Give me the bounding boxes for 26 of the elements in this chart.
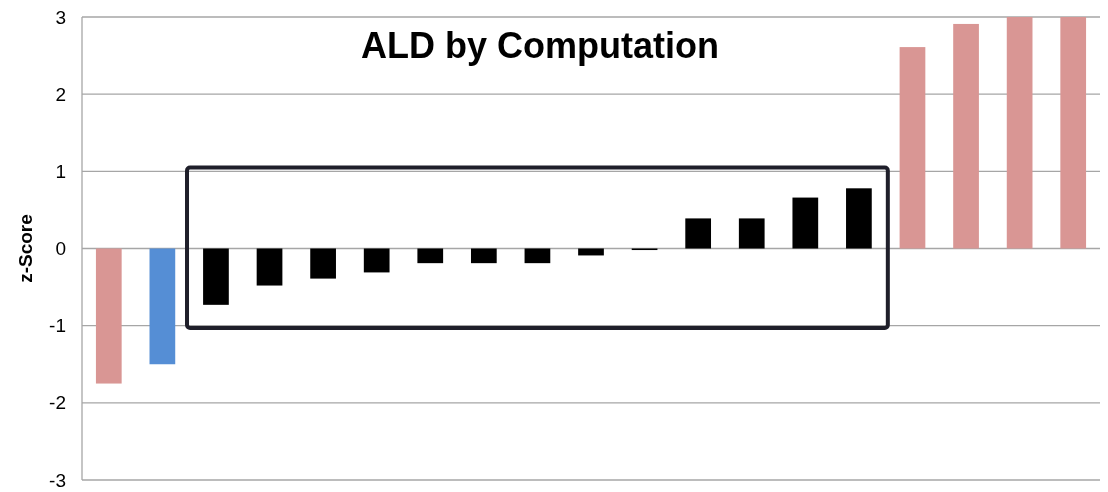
bar bbox=[363, 248, 390, 273]
y-tick-label: 1 bbox=[55, 160, 66, 182]
bar bbox=[256, 248, 283, 286]
y-tick-label: 2 bbox=[55, 83, 66, 105]
y-tick-label: 0 bbox=[55, 238, 66, 260]
bar bbox=[470, 248, 497, 264]
y-tick-label: -1 bbox=[49, 315, 66, 337]
y-tick-label: 3 bbox=[55, 6, 66, 28]
bar bbox=[417, 248, 444, 264]
bar bbox=[1006, 17, 1033, 249]
bar bbox=[846, 188, 872, 249]
bar bbox=[310, 248, 336, 279]
bar bbox=[738, 218, 765, 249]
y-axis-title: z-Score bbox=[15, 214, 36, 283]
bar bbox=[1060, 17, 1087, 249]
y-tick-label: -2 bbox=[49, 392, 66, 414]
y-tick-label: -3 bbox=[49, 469, 66, 491]
bar bbox=[899, 47, 926, 249]
bar bbox=[685, 218, 712, 249]
chart-title: ALD by Computation bbox=[361, 25, 719, 66]
bar bbox=[203, 248, 229, 305]
bar bbox=[953, 23, 979, 249]
bar bbox=[149, 248, 176, 365]
bar bbox=[95, 248, 122, 384]
bar bbox=[524, 248, 551, 264]
bar bbox=[792, 197, 819, 249]
